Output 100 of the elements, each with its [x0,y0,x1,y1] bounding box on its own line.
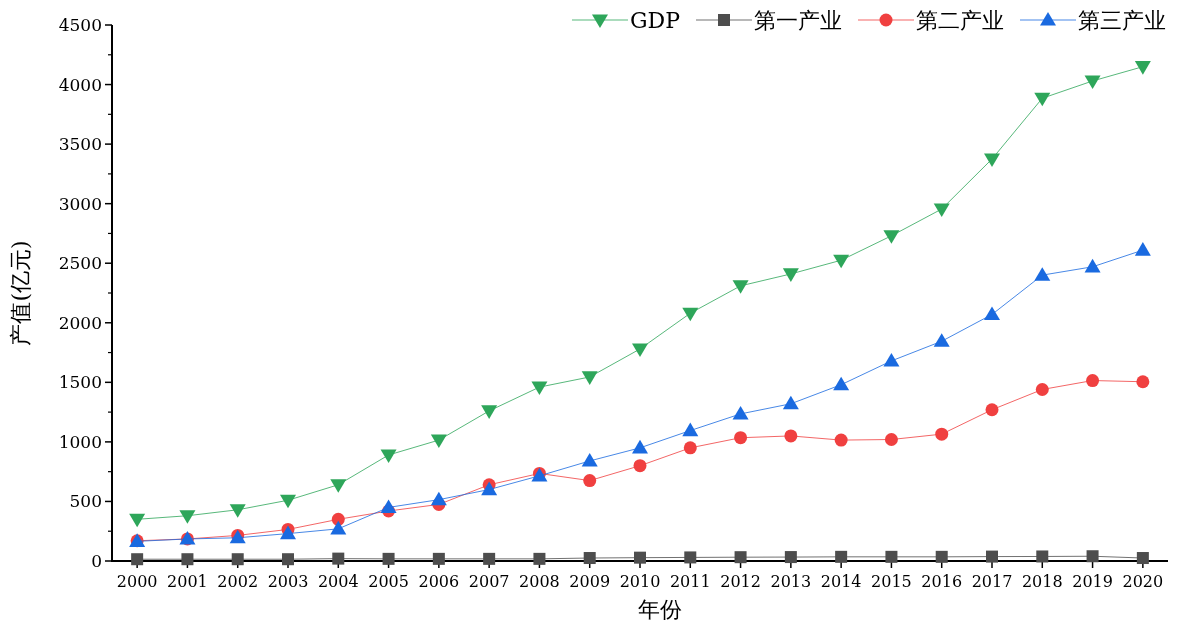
point [430,434,447,449]
point [1086,374,1100,388]
point [583,552,596,565]
x-tick-label: 2006 [418,572,460,591]
y-tick-label: 1500 [58,372,102,393]
point [784,429,798,443]
y-tick-label: 1000 [58,431,102,452]
x-tick-label: 2010 [619,572,661,591]
point [986,550,998,563]
point [231,553,244,566]
point [634,551,646,564]
x-tick-label: 2011 [669,572,711,591]
point [382,552,395,565]
point [633,459,647,473]
point [533,552,546,565]
x-tick-label: 2003 [267,572,309,591]
point [583,474,597,488]
x-tick-label: 2002 [217,572,259,591]
point [282,553,294,566]
x-tick-label: 2020 [1122,572,1164,591]
point [1034,267,1051,281]
point [732,405,749,420]
point [531,381,548,396]
x-tick-label: 2009 [569,572,611,591]
point [1134,61,1151,75]
y-tick-label: 0 [91,551,102,571]
point [833,254,850,269]
point [835,550,848,563]
x-tick-label: 2004 [317,572,359,591]
point [884,433,898,447]
point [1136,375,1150,389]
point [885,550,898,563]
legend-label: GDP [629,8,681,33]
point [883,230,900,244]
point [632,439,648,454]
point [935,550,948,563]
x-tick-label: 2018 [1021,572,1063,591]
point [1136,552,1149,565]
y-tick-label: 2500 [58,253,102,274]
x-tick-label: 2000 [116,572,158,591]
x-tick-label: 2001 [167,572,208,591]
point [984,153,1000,167]
point [1084,258,1101,273]
point [833,376,850,391]
point [682,422,699,437]
legend-label: 第一产业 [754,8,842,33]
point [179,510,196,524]
point [581,371,598,385]
point [1134,242,1151,256]
y-tick-label: 3500 [58,134,102,155]
x-axis-title: 年份 [638,597,682,622]
point [330,520,347,535]
x-tick-label: 2008 [519,572,560,591]
point [181,553,194,566]
point [732,280,749,294]
point [280,494,296,509]
point [131,553,144,566]
legend-label: 第三产业 [1078,8,1166,33]
x-tick-label: 2007 [468,572,510,591]
point [1084,75,1101,89]
point [632,343,648,357]
point [1035,382,1049,396]
x-tick-label: 2013 [770,572,812,591]
point [935,427,949,441]
point [581,452,598,467]
point [1086,550,1099,563]
point [984,306,1000,321]
point [332,552,345,565]
x-tick-label: 2015 [871,572,912,591]
y-tick-label: 4000 [58,74,102,95]
y-tick-label: 4500 [58,15,102,35]
legend-label: 第二产业 [916,8,1004,33]
point [1036,550,1049,563]
point [985,403,999,417]
x-tick-label: 2019 [1072,572,1113,591]
x-tick-label: 2016 [921,572,963,591]
x-tick-label: 2005 [368,572,409,591]
point [280,525,296,540]
point [933,333,950,347]
y-tick-label: 500 [69,491,102,512]
point [684,551,697,564]
y-axis-title: 产值(亿元) [8,240,33,346]
point [734,431,748,445]
point [481,481,498,496]
point [229,504,246,518]
y-tick-label: 3000 [58,193,102,214]
point [380,449,397,463]
point [481,405,498,419]
point [682,307,699,322]
y-tick-label: 2000 [58,312,102,333]
point [432,552,445,565]
point [129,513,146,528]
point [834,433,848,447]
point [782,395,799,410]
point [430,491,447,506]
point [933,203,950,218]
point [1034,92,1051,107]
x-tick-label: 2014 [820,572,862,591]
point [734,551,747,564]
x-tick-label: 2012 [720,572,761,591]
